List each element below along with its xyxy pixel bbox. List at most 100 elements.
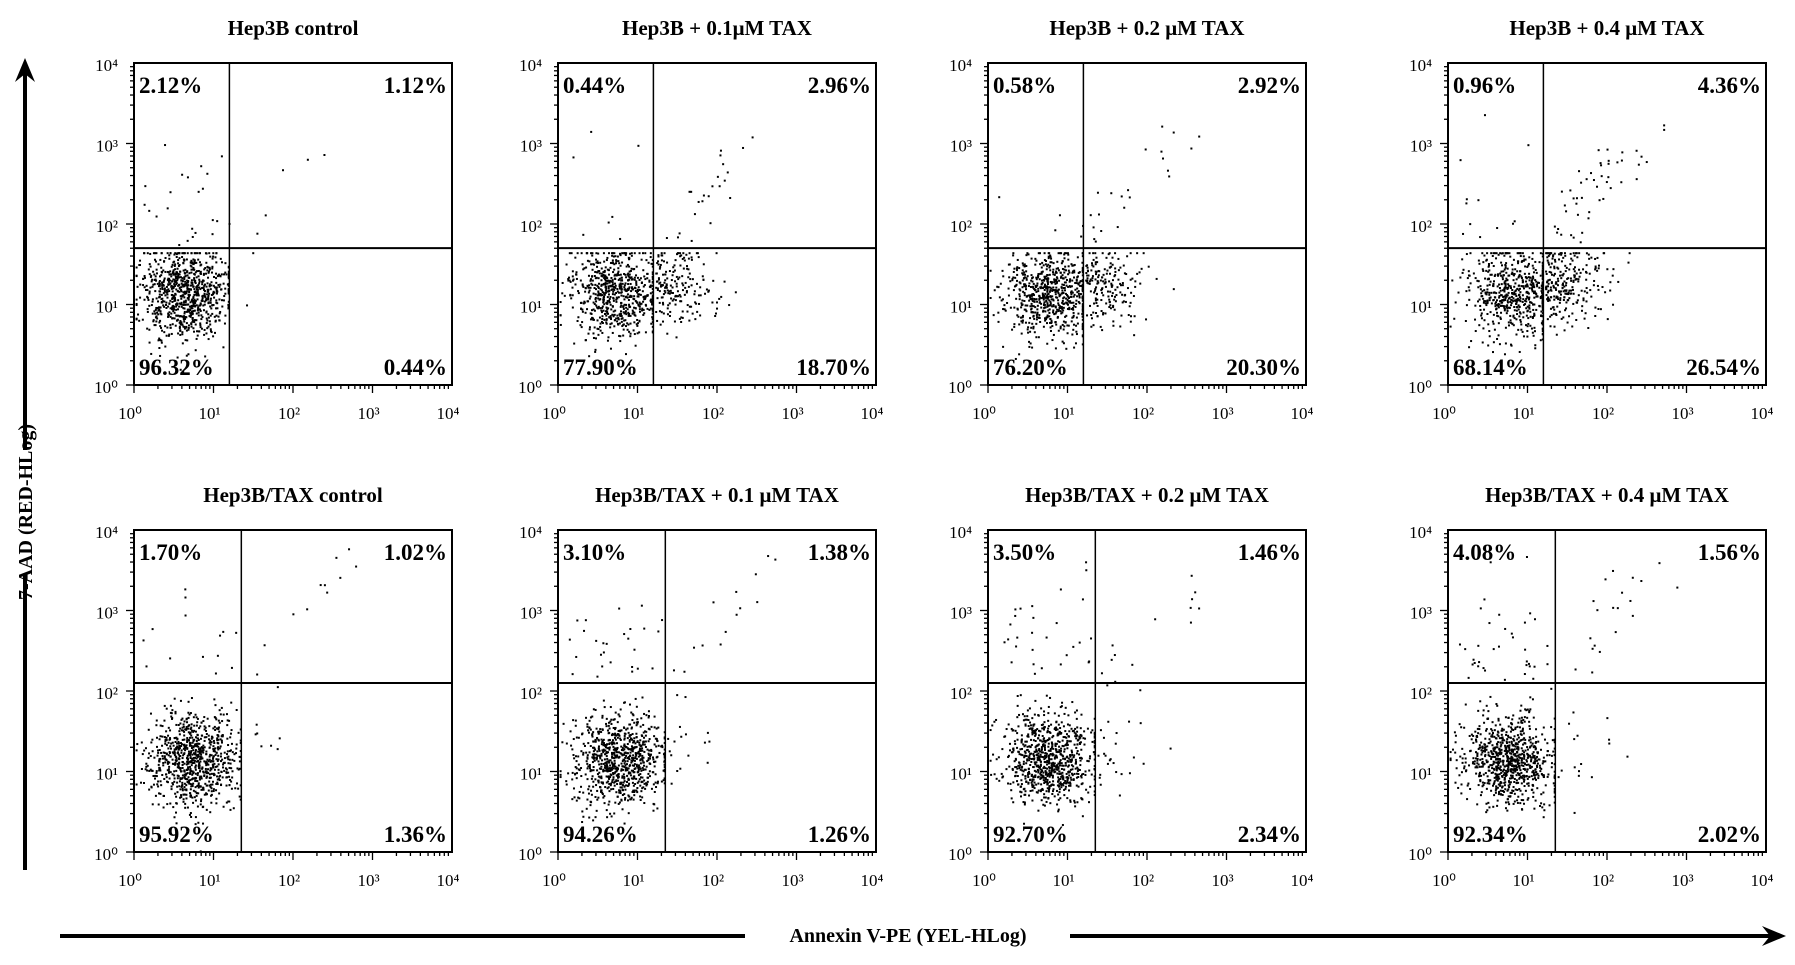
event-dot (216, 739, 219, 742)
event-dot (1116, 226, 1119, 229)
event-dot (1571, 325, 1574, 328)
event-dot (135, 749, 138, 752)
event-dot (183, 310, 186, 313)
event-dot (1023, 265, 1026, 268)
event-dot (1606, 318, 1609, 321)
event-dot (158, 281, 161, 284)
event-dot (197, 755, 200, 758)
event-dot (590, 282, 593, 285)
event-dot (1503, 305, 1506, 308)
event-dot (1488, 269, 1491, 272)
event-dot (1510, 344, 1513, 347)
event-dot (1100, 310, 1103, 313)
event-dot (230, 780, 233, 783)
event-dot (1039, 272, 1042, 275)
event-dot (1076, 282, 1079, 285)
event-dot (183, 762, 186, 765)
event-dot (590, 252, 593, 255)
event-dot (1057, 302, 1060, 305)
panel-title: Hep3B control (228, 16, 359, 40)
event-dot (1580, 309, 1583, 312)
event-dot (216, 654, 219, 657)
event-dot (657, 263, 660, 266)
event-dot (714, 312, 717, 315)
event-dot (215, 782, 218, 785)
event-dot (1502, 274, 1505, 277)
event-dot (1114, 274, 1117, 277)
event-dot (602, 301, 605, 304)
event-dot (198, 767, 201, 770)
event-dot (169, 191, 172, 194)
event-dot (212, 252, 215, 255)
event-dot (189, 728, 192, 731)
event-dot (179, 323, 182, 326)
event-dot (139, 781, 142, 784)
event-dot (234, 787, 237, 790)
event-dot (1493, 280, 1496, 283)
event-dot (218, 298, 221, 301)
event-dot (171, 305, 174, 308)
event-dot (177, 276, 180, 279)
event-dot (1571, 288, 1574, 291)
event-dot (1457, 291, 1460, 294)
event-dot (1508, 252, 1511, 255)
event-dot (1059, 327, 1062, 330)
event-dot (216, 781, 219, 784)
event-dot (601, 320, 604, 323)
plot-frame (133, 62, 453, 386)
event-dot (605, 314, 608, 317)
event-dot (1094, 252, 1097, 255)
event-dot (160, 339, 163, 342)
event-dot (1032, 282, 1035, 285)
event-dot (624, 310, 627, 313)
event-dot (587, 291, 590, 294)
event-dot (630, 295, 633, 298)
event-dot (1044, 263, 1047, 266)
event-dot (1515, 278, 1518, 281)
event-dot (1520, 260, 1523, 263)
event-dot (1527, 292, 1530, 295)
event-dot (1557, 298, 1560, 301)
event-dot (1513, 299, 1516, 302)
event-dot (172, 286, 175, 289)
event-dot (216, 778, 219, 781)
event-dot (1012, 270, 1015, 273)
event-dot (165, 776, 168, 779)
event-dot (235, 752, 238, 755)
event-dot (194, 823, 197, 826)
event-dot (191, 281, 194, 284)
event-dot (282, 169, 285, 172)
event-dot (1119, 266, 1122, 269)
event-dot (1518, 284, 1521, 287)
event-dot (617, 317, 620, 320)
event-dot (1043, 252, 1046, 255)
event-dot (655, 310, 658, 313)
event-dot (1061, 267, 1064, 270)
event-dot (1057, 304, 1060, 307)
event-dot (1547, 282, 1550, 285)
event-dot (148, 752, 151, 755)
event-dot (1024, 273, 1027, 276)
event-dot (1499, 299, 1502, 302)
event-dot (649, 256, 652, 259)
event-dot (611, 331, 614, 334)
event-dot (1030, 302, 1033, 305)
event-dot (171, 263, 174, 266)
event-dot (623, 298, 626, 301)
event-dot (625, 313, 628, 316)
event-dot (1586, 291, 1589, 294)
event-dot (1517, 276, 1520, 279)
event-dot (188, 272, 191, 275)
event-dot (202, 273, 205, 276)
event-dot (1072, 295, 1075, 298)
event-dot (220, 706, 223, 709)
event-dot (179, 755, 182, 758)
event-dot (1519, 318, 1522, 321)
event-dot (1469, 223, 1472, 226)
event-dot (1578, 268, 1581, 271)
event-dot (184, 339, 187, 342)
event-dot (163, 755, 166, 758)
event-dot (619, 340, 622, 343)
event-dot (719, 154, 722, 157)
x-tick-label: 10⁴ (1291, 404, 1314, 423)
